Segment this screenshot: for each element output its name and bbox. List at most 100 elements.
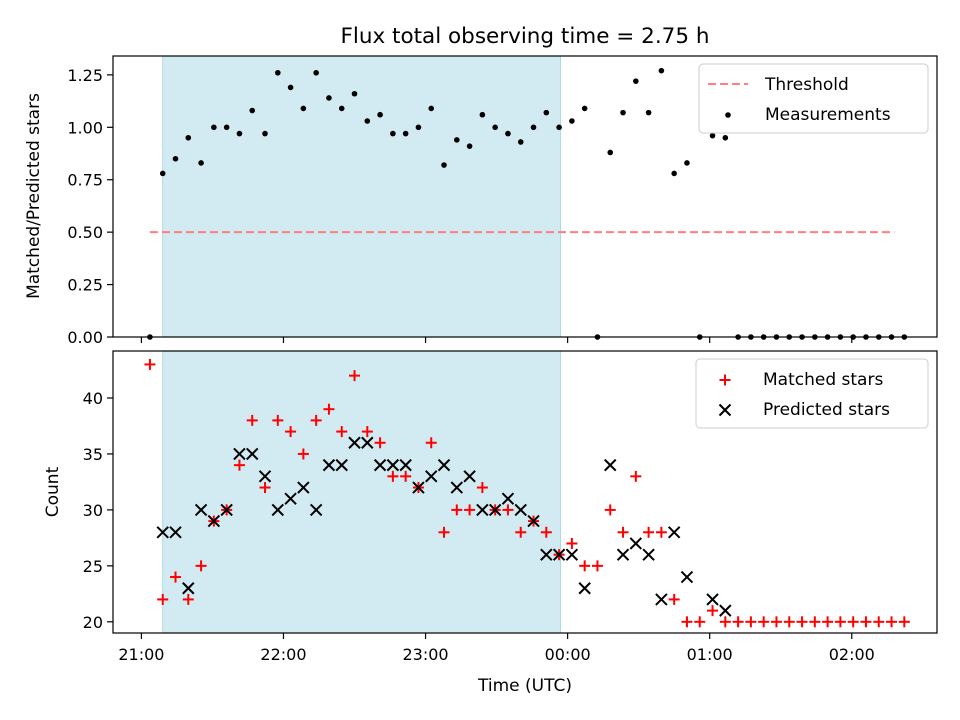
- measurement-point: [159, 170, 166, 177]
- predicted-point: [220, 503, 233, 517]
- predicted-point: [361, 436, 374, 449]
- predicted-point-b: [182, 582, 195, 595]
- matched-point: [323, 403, 335, 415]
- matched-point: [847, 616, 859, 628]
- matched-point: [476, 482, 488, 494]
- matched-point: [144, 358, 156, 370]
- measurement-point: [569, 118, 575, 124]
- measurement-point: [454, 137, 460, 143]
- matched-point: [758, 616, 770, 628]
- measurement-point: [287, 84, 294, 91]
- predicted-point-b: [552, 548, 566, 561]
- measurement-point: [492, 124, 498, 131]
- measurement-point: [351, 90, 358, 97]
- predicted-point: [156, 526, 169, 539]
- matched-point: [809, 616, 821, 628]
- matched-point: [540, 526, 552, 538]
- predicted-point-b: [156, 526, 169, 539]
- matched-point: [157, 593, 169, 605]
- predicted-point: [540, 548, 553, 561]
- predicted-point-b: [284, 492, 297, 505]
- predicted-point-b: [309, 503, 323, 517]
- count-panel: 20 25 30 35 40 21:00 22:00 23:00 00:00 01:00 02:00…: [83, 350, 938, 664]
- measurement-point: [671, 170, 677, 177]
- matched-point: [745, 616, 757, 628]
- predicted-point: [246, 447, 259, 461]
- predicted-point: [309, 503, 323, 517]
- matched-point: [681, 616, 693, 628]
- measurement-point: [556, 124, 562, 131]
- matched-point: [860, 616, 872, 628]
- measurement-point: [441, 162, 447, 168]
- predicted-point-b: [297, 481, 310, 494]
- measurement-point: [607, 149, 614, 156]
- predicted-point: [271, 503, 285, 517]
- predicted-point: [207, 514, 221, 528]
- matched-point: [259, 482, 271, 494]
- predicted-point: [655, 593, 668, 606]
- measurement-point: [581, 105, 588, 112]
- predicted-point-b: [233, 447, 246, 461]
- matched-point: [182, 593, 194, 605]
- measurement-point: [415, 124, 422, 131]
- matched-point: [285, 426, 297, 438]
- predicted-point: [182, 582, 195, 595]
- predicted-point: [476, 503, 489, 517]
- matched-point: [374, 437, 386, 449]
- bottom-x-tick-label: 00:00: [545, 645, 591, 664]
- matched-point: [796, 616, 808, 628]
- predicted-point-b: [194, 503, 208, 517]
- matched-point: [246, 414, 258, 426]
- bottom-y-tick-label: 25: [83, 557, 103, 576]
- bottom-x-tick-label: 01:00: [687, 645, 733, 664]
- predicted-point-b: [412, 481, 425, 494]
- matched-point: [233, 459, 245, 471]
- predicted-point: [169, 526, 182, 539]
- predicted-point: [412, 481, 425, 494]
- legend-measurements-label: Measurements: [765, 105, 891, 125]
- predicted-point-b: [386, 458, 400, 472]
- predicted-point-b: [667, 526, 681, 539]
- predicted-point-b: [578, 582, 591, 595]
- matched-point: [591, 560, 603, 572]
- matched-point: [886, 616, 898, 628]
- matched-point: [387, 470, 399, 482]
- legend-predicted-swatch-b: [718, 403, 732, 417]
- predicted-point-b: [399, 458, 412, 472]
- measurement-point: [684, 160, 690, 166]
- measurement-point: [620, 109, 626, 116]
- matched-point: [770, 616, 782, 628]
- predicted-point-b: [680, 570, 694, 584]
- measurement-point: [326, 95, 332, 101]
- predicted-point-b: [501, 492, 515, 505]
- measurement-point: [198, 160, 204, 166]
- measurement-point: [211, 124, 217, 131]
- top-y-tick-label: 0.75: [67, 171, 103, 190]
- legend-threshold-label: Threshold: [764, 75, 849, 95]
- predicted-point: [527, 514, 540, 528]
- predicted-point: [194, 503, 208, 517]
- bottom-y-tick-label: 40: [83, 389, 103, 408]
- bottom-y-tick-label: 30: [83, 501, 103, 520]
- predicted-point: [258, 470, 272, 483]
- matched-point: [502, 504, 514, 516]
- predicted-point: [514, 503, 527, 517]
- measurement-point: [249, 107, 256, 114]
- top-y-axis-label: Matched/Predicted stars: [24, 93, 44, 299]
- predicted-point-b: [373, 458, 387, 472]
- measurement-point: [479, 111, 486, 118]
- measurement-point: [275, 69, 281, 76]
- predicted-point-b: [271, 503, 285, 517]
- predicted-point: [552, 548, 566, 561]
- measurement-point: [172, 155, 179, 162]
- measurement-point: [300, 105, 307, 112]
- predicted-point-b: [604, 458, 617, 472]
- predicted-point-b: [463, 470, 476, 483]
- measurement-point: [313, 69, 319, 76]
- matched-point: [464, 504, 476, 516]
- predicted-point: [437, 458, 451, 472]
- matched-point: [310, 414, 322, 426]
- bottom-x-tick-label: 02:00: [829, 645, 875, 664]
- legend-measurements-swatch: [725, 112, 731, 118]
